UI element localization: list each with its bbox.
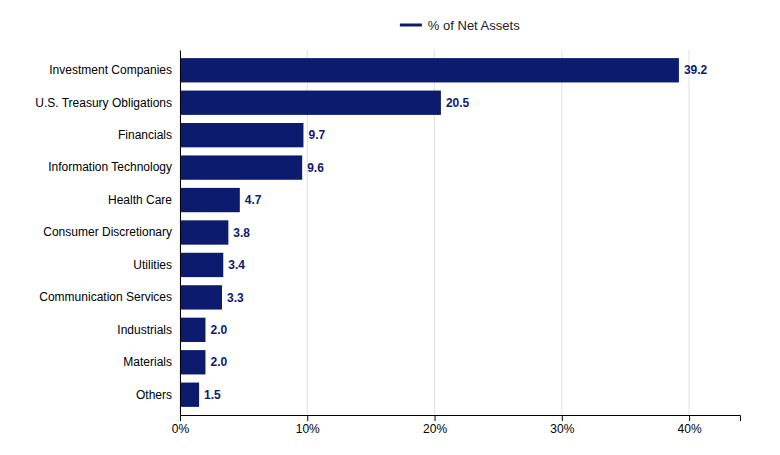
y-tick-label: Information Technology [48,160,172,174]
x-tick-mark [562,415,563,421]
y-tick: Industrials [117,323,172,337]
legend: % of Net Assets [400,18,520,33]
y-tick-label: Investment Companies [49,63,172,77]
x-tick: 10% [296,415,320,436]
x-tick-mark [180,415,181,421]
y-tick-label: Industrials [117,323,172,337]
y-tick: Others [136,388,172,402]
data-label: 20.5 [446,96,470,110]
data-label: 9.7 [308,128,325,142]
data-label: 2.0 [210,323,227,337]
y-tick-label: U.S. Treasury Obligations [35,96,172,110]
y-tick-label: Materials [123,355,172,369]
bar [180,220,228,244]
grid-line [561,50,562,415]
x-tick-label: 10% [296,422,320,436]
data-label: 9.6 [307,161,324,175]
y-tick: Utilities [133,258,172,272]
x-tick-mark [689,415,690,421]
grid-line [180,50,181,415]
y-tick-label: Communication Services [39,290,172,304]
x-tick-label: 20% [423,422,447,436]
bar [180,123,303,147]
y-tick: Investment Companies [49,63,172,77]
legend-swatch [400,24,422,27]
y-axis-line [180,51,181,416]
data-label: 3.4 [228,258,245,272]
bar [180,91,441,115]
y-tick: Communication Services [39,290,172,304]
data-label: 2.0 [210,355,227,369]
x-tick: 20% [423,415,447,436]
legend-label: % of Net Assets [428,18,520,33]
y-tick: Materials [123,355,172,369]
x-tick-mark [435,415,436,421]
y-tick: Financials [118,128,172,142]
y-tick: Health Care [108,193,172,207]
x-tick-mark [307,415,308,421]
bar [180,188,240,212]
data-label: 3.8 [233,226,250,240]
bar [180,285,222,309]
data-label: 3.3 [227,291,244,305]
bar [180,383,199,407]
bar [180,155,302,179]
y-axis: Others Materials Industrials Communication … [35,51,180,416]
bar [180,318,205,342]
bar [180,350,205,374]
chart: 1.5 2.0 2.0 3.3 3.4 3.8 4.7 9.6 9.7 20.5 39.2 0% 10%… [0,0,780,455]
x-axis: 0% 10% 20% 30% 40% [172,415,741,436]
y-tick: Consumer Discretionary [43,225,172,239]
y-tick-label: Health Care [108,193,172,207]
bars [180,58,679,407]
y-tick-label: Others [136,388,172,402]
data-label: 1.5 [204,388,221,402]
grid [180,50,689,415]
x-axis-line [181,416,741,422]
x-tick: 0% [172,415,190,436]
y-tick: U.S. Treasury Obligations [35,96,172,110]
y-tick: Information Technology [48,160,172,174]
bar [180,253,223,277]
bar [180,58,679,82]
plot: 1.5 2.0 2.0 3.3 3.4 3.8 4.7 9.6 9.7 20.5 39.2 0% 10%… [35,50,740,436]
x-tick: 40% [678,415,702,436]
data-label: 39.2 [684,63,708,77]
x-tick-label: 0% [172,422,190,436]
y-tick-label: Utilities [133,258,172,272]
y-tick-label: Consumer Discretionary [43,225,172,239]
legend-item: % of Net Assets [400,18,520,33]
grid-line [689,50,690,415]
y-tick-label: Financials [118,128,172,142]
x-tick: 30% [550,415,574,436]
x-tick-label: 30% [550,422,574,436]
data-labels: 1.5 2.0 2.0 3.3 3.4 3.8 4.7 9.6 9.7 20.5 39.2 [204,63,707,401]
data-label: 4.7 [245,193,262,207]
x-tick-label: 40% [678,422,702,436]
